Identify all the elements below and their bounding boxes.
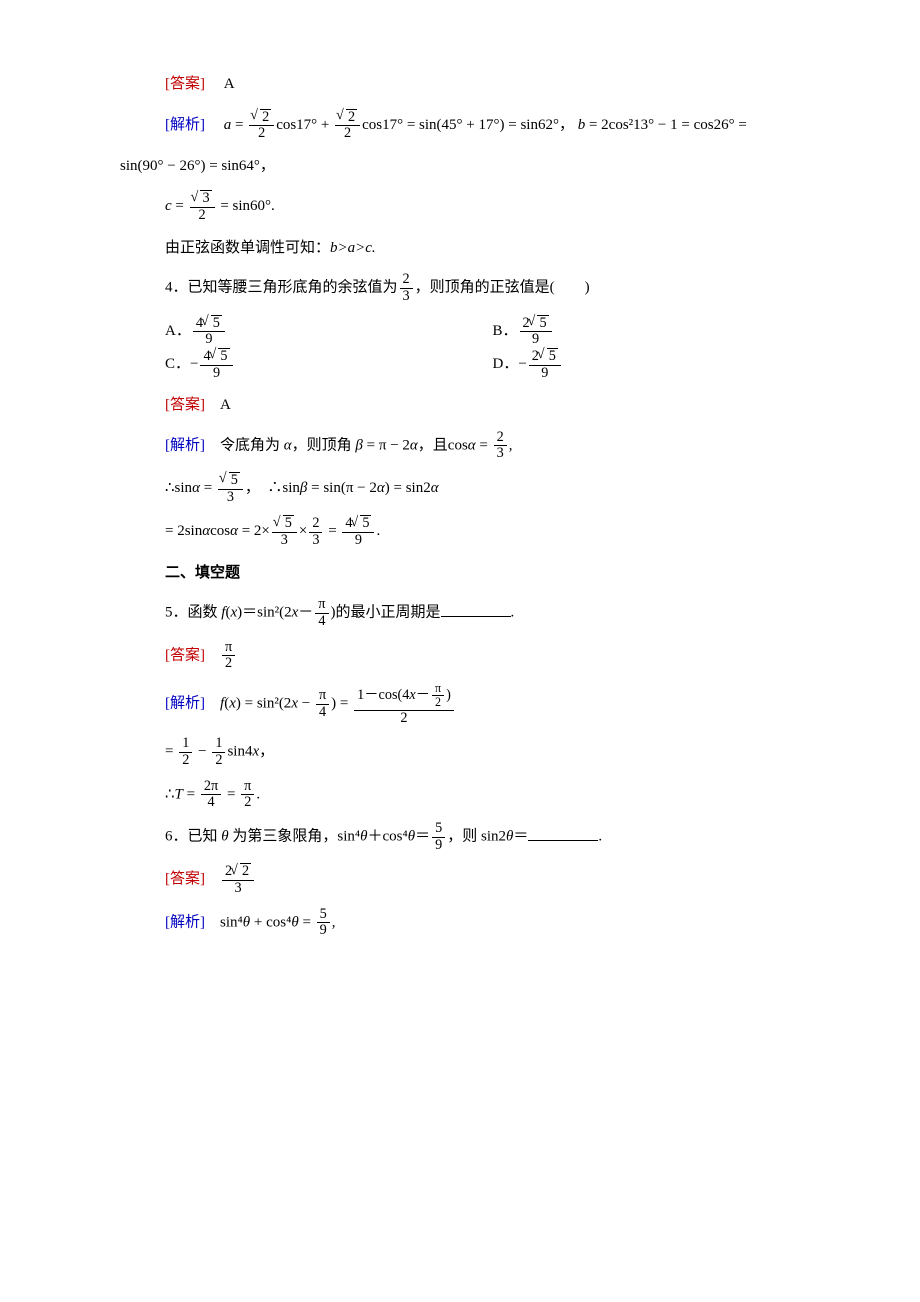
q5-stem: 5．函数 f(x)＝sin²(2x－π4)的最小正周期是.: [120, 597, 820, 629]
section2-title: 二、填空题: [120, 559, 820, 588]
q4-analysis-l2: ∴sinα = 53， ∴sinβ = sin(π − 2α) = sin2α: [120, 472, 820, 505]
q6-analysis-l1: [解析] sin⁴θ + cos⁴θ = 59,: [120, 907, 820, 939]
q3-answer: [答案] A: [120, 70, 820, 99]
q4-optB: B．259: [493, 315, 821, 348]
q3-analysis-l1: [解析] a = 22cos17° + 22cos17° = sin(45° +…: [120, 109, 820, 142]
q6-stem: 6．已知 θ 为第三象限角，sin⁴θ＋cos⁴θ＝59，则 sin2θ＝.: [120, 821, 820, 853]
q4-analysis-l1: [解析] 令底角为 α，则顶角 β = π − 2α，且cosα = 23,: [120, 430, 820, 462]
q3-analysis-l2: sin(90° − 26°) = sin64°，: [120, 152, 820, 181]
q4-optA: A．459: [165, 315, 493, 348]
q4-answer: [答案] A: [120, 391, 820, 420]
q6-answer: [答案] 223: [120, 863, 820, 896]
q5-analysis-l1: [解析] f(x) = sin²(2x − π4) = 1－cos(4x－π2)…: [120, 682, 820, 726]
q5-analysis-l3: ∴T = 2π4 = π2.: [120, 779, 820, 811]
q4-options-row1: A．459 B．259: [120, 315, 820, 348]
blank: [528, 825, 598, 841]
q4-optD: D．−259: [493, 348, 821, 381]
answer-value: A: [224, 76, 235, 92]
answer-label: [答案]: [165, 76, 205, 92]
q5-answer: [答案] π2: [120, 640, 820, 672]
q4-stem: 4．已知等腰三角形底角的余弦值为23，则顶角的正弦值是( ): [120, 272, 820, 304]
q4-optC: C．−459: [165, 348, 493, 381]
q4-analysis-l3: = 2sinαcosα = 2×53×23 = 459.: [120, 515, 820, 548]
q4-options-row2: C．−459 D．−259: [120, 348, 820, 381]
bigfrac: 1－cos(4x－π2)2: [354, 682, 454, 726]
blank: [441, 601, 511, 617]
q5-analysis-l2: = 12 − 12sin4x，: [120, 736, 820, 768]
frac: 22: [335, 109, 360, 142]
q3-analysis-l3: c = 32 = sin60°.: [120, 190, 820, 223]
frac: 23: [400, 272, 413, 304]
q3-analysis-l4: 由正弦函数单调性可知：b>a>c.: [120, 234, 820, 263]
frac: 22: [249, 109, 274, 142]
frac: 32: [190, 190, 215, 223]
analysis-label: [解析]: [165, 117, 205, 133]
